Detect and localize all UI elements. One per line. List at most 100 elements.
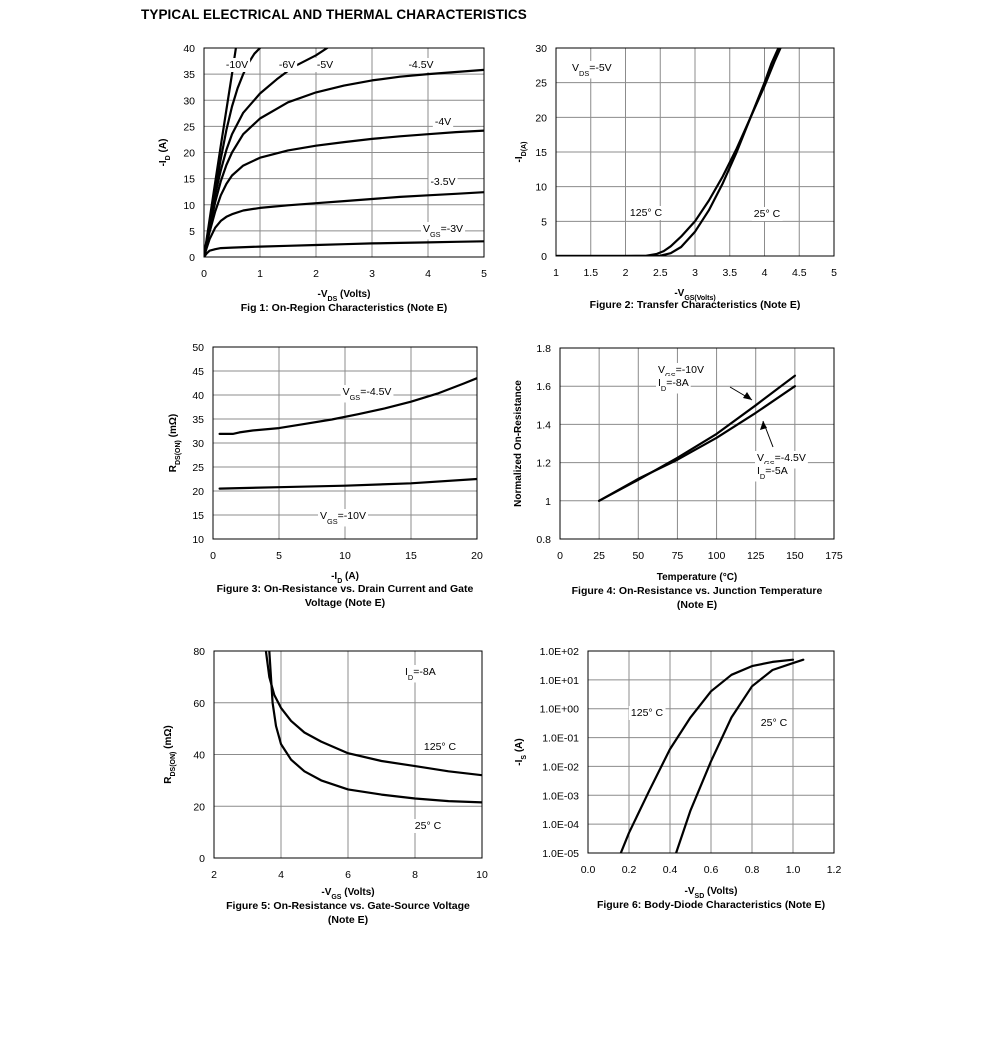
- annotation-label: ID=-8A: [658, 377, 689, 393]
- series-line: [619, 658, 795, 853]
- x-tick-label: 0.4: [663, 864, 678, 876]
- y-tick-label: 0: [199, 853, 205, 865]
- annotation-bg: [223, 58, 251, 72]
- series-line: [218, 377, 477, 435]
- x-axis-label: -VSD (Volts): [685, 886, 738, 900]
- y-tick-label: 1.0E-02: [542, 761, 579, 773]
- x-tick-label: 10: [476, 869, 488, 881]
- series-line: [204, 191, 484, 257]
- y-tick-label: 1: [545, 496, 551, 508]
- annotation-label: -3.5V: [430, 176, 455, 188]
- annotation-label: 25° C: [415, 820, 442, 832]
- annotation-bg: [751, 207, 783, 221]
- y-axis-label: -ID (A): [158, 139, 172, 167]
- chart-3: 0 5 10 15 20101520253035404550VGS=-4.5VVGS=-…: [168, 342, 483, 609]
- x-tick-label: 175: [825, 550, 843, 562]
- y-tick-label: 60: [193, 698, 205, 710]
- plot-frame: [587, 650, 835, 854]
- y-tick-label: 45: [192, 366, 204, 378]
- series-line: [268, 651, 482, 804]
- x-axis-label: Temperature (°C): [657, 572, 738, 583]
- x-tick-label: 2: [211, 869, 217, 881]
- x-axis-label: -VGS (Volts): [321, 887, 374, 901]
- x-tick-label: 0: [557, 550, 563, 562]
- x-tick-label: 5: [831, 267, 837, 279]
- y-tick-label: 30: [535, 43, 547, 55]
- x-tick-label: 4: [425, 268, 431, 280]
- page-title: TYPICAL ELECTRICAL AND THERMAL CHARACTER…: [141, 7, 527, 22]
- x-tick-label: 5: [481, 268, 487, 280]
- y-tick-label: 15: [183, 174, 195, 186]
- annotation-label: -4V: [435, 116, 451, 128]
- y-tick-label: 1.0E+02: [540, 646, 580, 658]
- annotation-bg: [314, 58, 336, 72]
- y-axis-label: Normalized On-Resistance: [513, 380, 524, 507]
- y-tick-label: 0: [541, 251, 547, 263]
- y-tick-label: 20: [535, 112, 547, 124]
- annotation-label: ID=-8A: [405, 666, 436, 682]
- y-tick-label: 10: [192, 534, 204, 546]
- x-tick-label: 3: [692, 267, 698, 279]
- x-tick-label: 1.0: [786, 864, 801, 876]
- annotation-bg: [628, 706, 666, 720]
- y-tick-label: 10: [535, 182, 547, 194]
- x-tick-label: 75: [672, 550, 684, 562]
- y-tick-label: 25: [535, 78, 547, 90]
- y-axis-label: RDS(ON) (mΩ): [168, 414, 182, 472]
- y-axis-label: RDS(ON) (mΩ): [163, 725, 177, 783]
- annotation-label: 125° C: [631, 707, 664, 719]
- x-tick-label: 4.5: [792, 267, 807, 279]
- y-tick-label: 30: [183, 95, 195, 107]
- y-tick-label: 25: [183, 121, 195, 133]
- x-tick-label: 15: [405, 550, 417, 562]
- figure-caption: Figure 2: Transfer Characteristics (Note…: [590, 299, 801, 311]
- x-tick-label: 0.6: [704, 864, 719, 876]
- y-tick-label: 15: [192, 510, 204, 522]
- x-tick-label: 0.8: [745, 864, 760, 876]
- y-tick-label: 1.2: [536, 458, 551, 470]
- x-tick-label: 5: [276, 550, 282, 562]
- annotation-label: -5V: [317, 59, 333, 71]
- x-tick-label: 100: [708, 550, 726, 562]
- y-tick-label: 35: [192, 414, 204, 426]
- annotation-label: 125° C: [424, 741, 457, 753]
- x-tick-label: 2.5: [653, 267, 668, 279]
- annotation-bg: [340, 385, 394, 403]
- x-tick-label: 4: [762, 267, 768, 279]
- arrow-head: [760, 421, 767, 430]
- annotation-label: ID=-5A: [757, 465, 788, 481]
- arrow-head: [743, 392, 752, 400]
- y-tick-label: 1.6: [536, 381, 551, 393]
- x-tick-label: 2: [623, 267, 629, 279]
- y-tick-label: 1.0E-01: [542, 733, 579, 745]
- y-tick-label: 20: [183, 148, 195, 160]
- y-tick-label: 1.8: [536, 343, 551, 355]
- chart-1: 0 1 2 3 4 5 0 5 10 15 20 25 30 35 40 -10V -6V -5V -4.5V -4V…: [158, 43, 487, 314]
- figure-caption: Figure 5: On-Resistance vs. Gate-Source …: [226, 900, 470, 912]
- annotation-bg: [570, 61, 614, 79]
- x-tick-label: 0: [210, 550, 216, 562]
- x-tick-label: 4: [278, 869, 284, 881]
- x-axis-label: -VDS (Volts): [318, 289, 371, 303]
- series-line: [204, 129, 484, 257]
- annotation-label: 25° C: [754, 208, 781, 220]
- series-line: [556, 48, 780, 256]
- y-tick-label: 40: [193, 750, 205, 762]
- series-line: [204, 68, 484, 257]
- x-tick-label: 0.2: [622, 864, 637, 876]
- annotation-bg: [276, 58, 298, 72]
- figure-caption: Voltage (Note E): [305, 597, 385, 609]
- chart-2: 1 1.5 2 2.5 3 3.5 4 4.5 5051015202530VDS=-5V125°…: [514, 43, 837, 311]
- x-tick-label: 125: [747, 550, 765, 562]
- figure-caption: (Note E): [677, 599, 717, 611]
- y-tick-label: 10: [183, 200, 195, 212]
- x-tick-label: 25: [593, 550, 605, 562]
- series-line: [264, 651, 482, 777]
- x-tick-label: 150: [786, 550, 804, 562]
- chart-4: 0 25 50 75 100 125 150 1750.811.21.41.61.8VGS=-…: [513, 343, 843, 611]
- plot-frame: [555, 47, 835, 257]
- plot-frame: [213, 650, 483, 859]
- annotation-bg: [406, 58, 436, 72]
- y-tick-label: 1.0E-03: [542, 790, 579, 802]
- y-axis-label: -IS (A): [514, 738, 528, 765]
